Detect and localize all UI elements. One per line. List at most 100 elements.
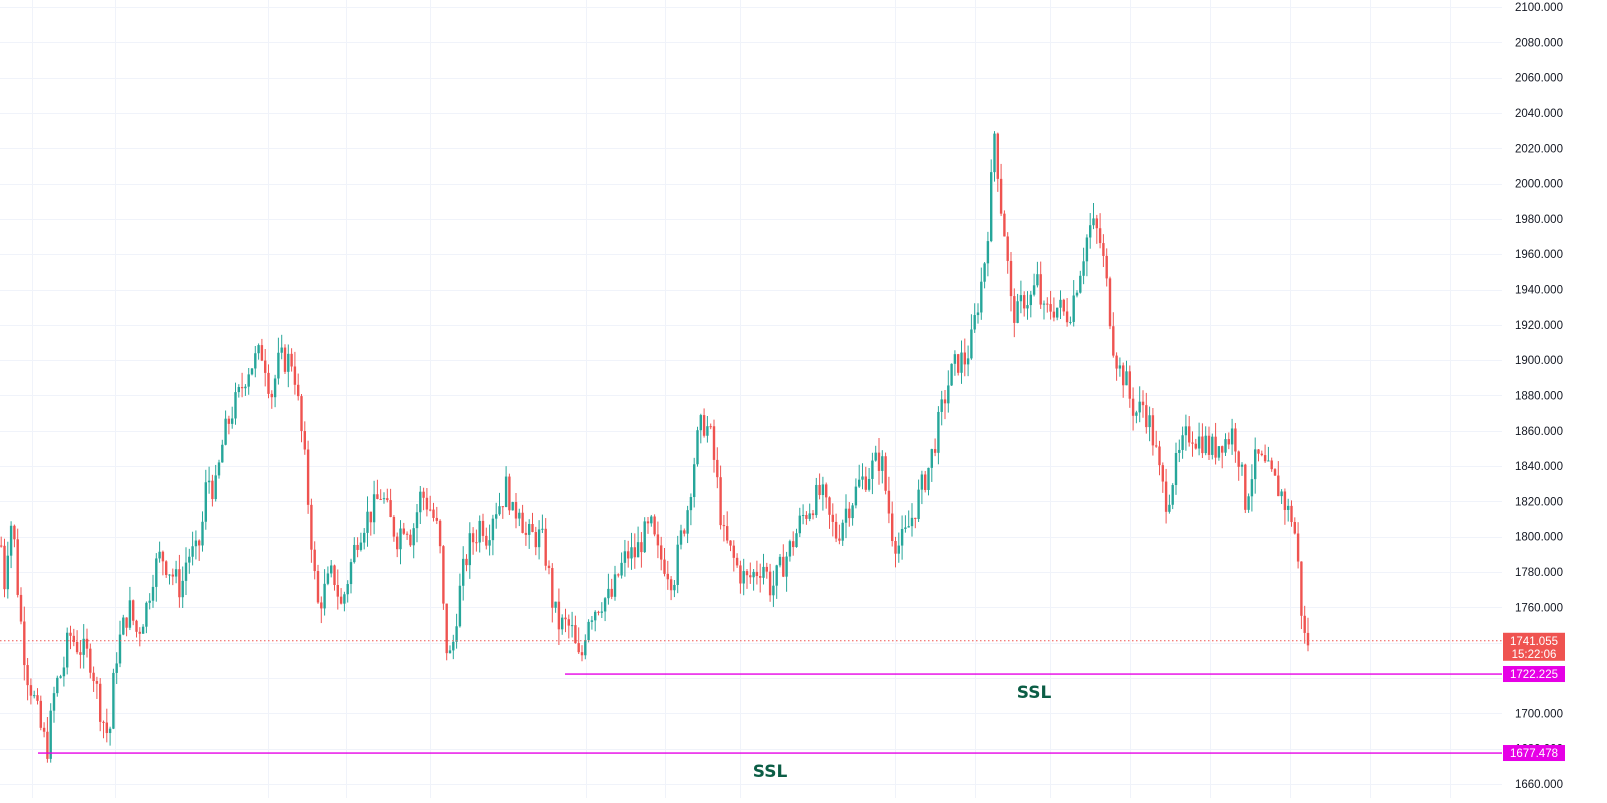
candle-up: [815, 484, 818, 516]
candle-down: [735, 557, 739, 566]
candle-down: [924, 474, 927, 490]
candle-up: [1042, 303, 1046, 305]
candle-up: [788, 541, 792, 557]
candle-down: [339, 596, 343, 604]
candle-down: [297, 384, 300, 397]
candle-down: [1273, 469, 1277, 476]
candle-down: [3, 545, 6, 590]
candle-up: [1032, 285, 1036, 295]
candle-down: [39, 700, 42, 728]
candle-up: [49, 710, 52, 759]
candle-up: [1019, 295, 1023, 302]
price-tick-label: 1960.000: [1515, 249, 1563, 261]
candle-up: [221, 444, 224, 463]
candle-up: [33, 695, 36, 697]
candle-up: [518, 512, 521, 519]
candle-down: [1155, 445, 1158, 447]
candle-down: [1201, 436, 1204, 454]
candle-up: [462, 558, 465, 586]
candle-down: [1296, 533, 1300, 562]
candle-down: [409, 534, 412, 546]
candle-up: [326, 573, 330, 584]
candle-up: [273, 378, 277, 398]
candle-up: [1174, 452, 1178, 486]
candle-down: [877, 452, 881, 471]
candle-up: [511, 502, 514, 511]
candle-up: [247, 374, 250, 387]
candle-down: [1277, 475, 1280, 497]
candle-down: [290, 353, 293, 367]
candle-up: [897, 545, 900, 554]
candle-down: [29, 685, 33, 696]
price-tick-label: 1940.000: [1515, 285, 1563, 297]
candle-down: [646, 521, 650, 524]
candle-up: [1204, 435, 1207, 454]
candle-down: [722, 525, 726, 527]
candle-up: [151, 586, 155, 601]
candle-down: [1098, 228, 1102, 244]
candle-up: [478, 520, 481, 543]
candle-down: [264, 360, 267, 373]
candle-up: [851, 505, 854, 519]
candle-up: [1089, 225, 1092, 238]
candle-down: [1293, 522, 1296, 534]
candle-up: [488, 540, 491, 546]
candle-down: [544, 528, 547, 566]
candle-down: [825, 484, 828, 498]
candle-down: [726, 526, 729, 541]
candle-up: [650, 516, 653, 524]
candle-up: [861, 476, 864, 480]
candle-up: [250, 368, 254, 375]
candle-down: [633, 547, 636, 558]
candle-down: [891, 513, 894, 542]
grid: [0, 0, 1502, 798]
current-price-tag-value: 1741.055: [1510, 636, 1558, 648]
candle-down: [732, 545, 735, 558]
candle-up: [940, 399, 943, 412]
candle-up: [541, 528, 544, 530]
candle-up: [1250, 479, 1254, 497]
candle-up: [231, 418, 234, 424]
candle-up: [1016, 301, 1019, 323]
candle-up: [1247, 496, 1250, 510]
candle-up: [1135, 412, 1138, 416]
candle-up: [323, 583, 326, 609]
candle-up: [673, 584, 676, 591]
candle-down: [1227, 439, 1230, 445]
candle-up: [277, 352, 280, 379]
candle-up: [1029, 294, 1032, 306]
candle-up: [244, 386, 247, 389]
candle-up: [419, 491, 422, 513]
candle-up: [603, 598, 607, 612]
candle-down: [884, 456, 887, 491]
candle-up: [676, 544, 679, 585]
candle-up: [881, 456, 884, 471]
current-price-countdown: 15:22:06: [1512, 649, 1557, 661]
candle-up: [346, 584, 349, 595]
price-tick-label: 1840.000: [1515, 461, 1563, 473]
candle-down: [531, 524, 534, 533]
price-axis[interactable]: 1660.0001680.0001700.0001720.0001740.000…: [1515, 2, 1563, 791]
candle-down: [19, 594, 23, 622]
candle-up: [607, 588, 610, 599]
candle-down: [669, 579, 673, 591]
candle-down: [567, 619, 570, 626]
price-tick-label: 1820.000: [1515, 496, 1563, 508]
candle-down: [1013, 296, 1016, 323]
candle-down: [656, 534, 660, 546]
candle-up: [858, 479, 861, 487]
candle-up: [904, 527, 907, 529]
candle-up: [174, 569, 178, 577]
candle-up: [966, 358, 970, 365]
candle-down: [963, 352, 966, 365]
candle-down: [260, 345, 264, 361]
candle-up: [1224, 439, 1227, 453]
candle-down: [85, 638, 89, 649]
candle-down: [547, 565, 551, 569]
levels: SSL SSL: [0, 640, 1502, 782]
candle-up: [1085, 237, 1089, 262]
candle-down: [379, 498, 382, 500]
candle-up: [504, 476, 508, 508]
